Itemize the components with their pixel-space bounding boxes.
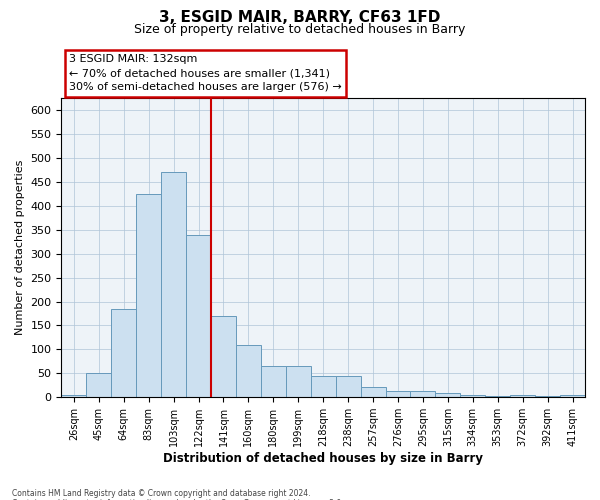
Bar [485, 396, 510, 397]
Bar [361, 386, 386, 397]
Bar [386, 392, 410, 397]
Bar [311, 376, 335, 397]
Bar [61, 395, 86, 397]
Text: Size of property relative to detached houses in Barry: Size of property relative to detached ho… [134, 22, 466, 36]
Bar [410, 392, 436, 397]
Y-axis label: Number of detached properties: Number of detached properties [15, 160, 25, 336]
Bar [211, 316, 236, 397]
Text: 3, ESGID MAIR, BARRY, CF63 1FD: 3, ESGID MAIR, BARRY, CF63 1FD [160, 10, 440, 25]
Bar [111, 308, 136, 397]
Text: Contains HM Land Registry data © Crown copyright and database right 2024.: Contains HM Land Registry data © Crown c… [12, 488, 311, 498]
Bar [460, 395, 485, 397]
Bar [560, 395, 585, 397]
Bar [136, 194, 161, 397]
Text: Contains public sector information licensed under the Open Government Licence v3: Contains public sector information licen… [12, 498, 344, 500]
Bar [86, 374, 111, 397]
Bar [335, 376, 361, 397]
Bar [236, 344, 261, 397]
Bar [535, 396, 560, 397]
Bar [161, 172, 186, 397]
Bar [186, 234, 211, 397]
Bar [261, 366, 286, 397]
Bar [510, 395, 535, 397]
Text: 3 ESGID MAIR: 132sqm
← 70% of detached houses are smaller (1,341)
30% of semi-de: 3 ESGID MAIR: 132sqm ← 70% of detached h… [69, 54, 342, 92]
Bar [436, 394, 460, 397]
X-axis label: Distribution of detached houses by size in Barry: Distribution of detached houses by size … [163, 452, 483, 465]
Bar [286, 366, 311, 397]
